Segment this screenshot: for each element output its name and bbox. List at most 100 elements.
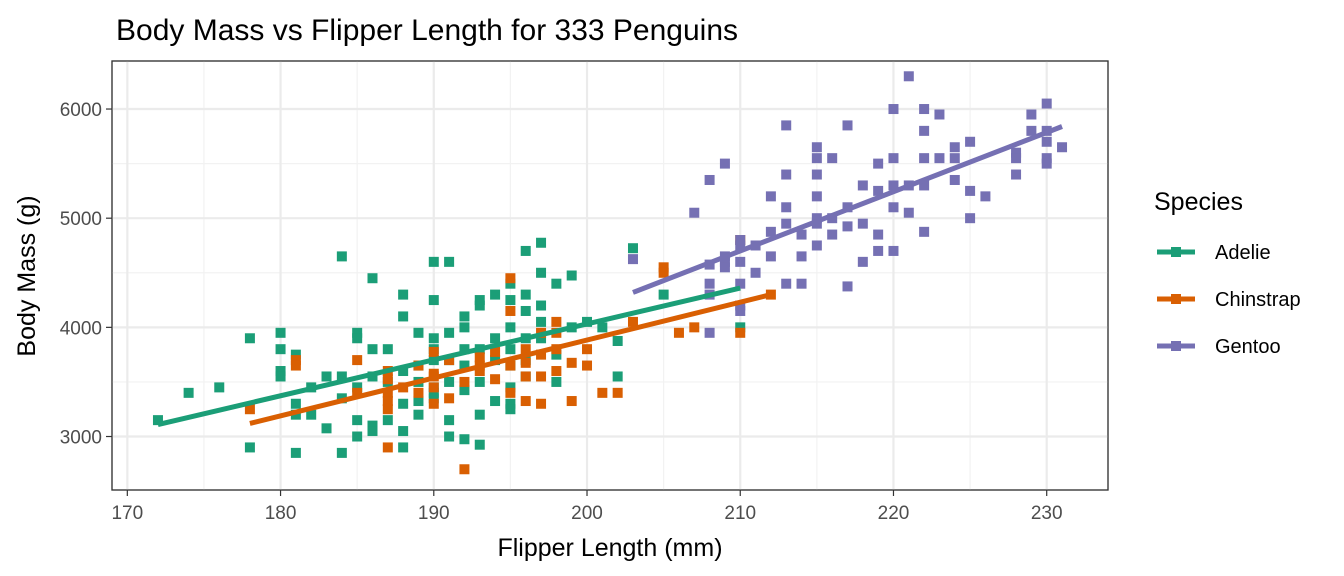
point-chinstrap xyxy=(520,357,531,368)
point-gentoo xyxy=(965,213,976,224)
point-adelie xyxy=(183,387,194,398)
y-tick-label: 5000 xyxy=(60,209,102,230)
point-adelie xyxy=(536,237,547,248)
point-chinstrap xyxy=(474,352,485,363)
point-gentoo xyxy=(1026,109,1037,120)
point-gentoo xyxy=(888,245,899,256)
point-chinstrap xyxy=(459,464,470,475)
point-adelie xyxy=(428,333,439,344)
point-adelie xyxy=(444,327,455,338)
point-gentoo xyxy=(796,229,807,240)
point-adelie xyxy=(474,295,485,306)
point-adelie xyxy=(551,376,562,387)
point-gentoo xyxy=(796,278,807,289)
point-gentoo xyxy=(888,202,899,213)
point-adelie xyxy=(444,431,455,442)
point-chinstrap xyxy=(244,404,255,415)
point-adelie xyxy=(290,398,301,409)
point-chinstrap xyxy=(290,360,301,371)
point-gentoo xyxy=(781,202,792,213)
y-tick-label: 6000 xyxy=(60,100,102,121)
point-gentoo xyxy=(1041,98,1052,109)
point-adelie xyxy=(413,396,424,407)
point-adelie xyxy=(275,344,286,355)
legend-item-chinstrap: Chinstrap xyxy=(1157,289,1301,311)
point-adelie xyxy=(597,322,608,333)
point-gentoo xyxy=(719,262,730,273)
point-gentoo xyxy=(811,153,822,164)
point-chinstrap xyxy=(382,442,393,453)
x-tick-label: 170 xyxy=(111,503,143,524)
point-adelie xyxy=(505,344,516,355)
point-chinstrap xyxy=(505,305,516,316)
point-chinstrap xyxy=(566,396,577,407)
point-adelie xyxy=(459,322,470,333)
point-gentoo xyxy=(903,207,914,218)
point-gentoo xyxy=(735,305,746,316)
point-chinstrap xyxy=(536,398,547,409)
point-gentoo xyxy=(949,142,960,153)
point-gentoo xyxy=(811,213,822,224)
point-chinstrap xyxy=(290,355,301,366)
point-chinstrap xyxy=(382,396,393,407)
point-adelie xyxy=(367,344,378,355)
point-gentoo xyxy=(965,136,976,147)
point-gentoo xyxy=(842,120,853,131)
point-adelie xyxy=(459,385,470,396)
point-gentoo xyxy=(980,191,991,202)
point-adelie xyxy=(352,333,363,344)
point-adelie xyxy=(428,393,439,404)
legend-label-gentoo: Gentoo xyxy=(1215,336,1281,358)
point-adelie xyxy=(505,398,516,409)
point-chinstrap xyxy=(505,387,516,398)
y-axis-title: Body Mass (g) xyxy=(13,195,41,356)
point-adelie xyxy=(474,376,485,387)
y-tick-label: 4000 xyxy=(60,318,102,339)
legend-key-marker-gentoo xyxy=(1171,341,1181,351)
point-adelie xyxy=(474,439,485,450)
point-adelie xyxy=(551,278,562,289)
point-gentoo xyxy=(842,221,853,232)
x-axis-title: Flipper Length (mm) xyxy=(497,534,722,562)
point-adelie xyxy=(490,355,501,366)
point-chinstrap xyxy=(612,387,623,398)
point-gentoo xyxy=(1011,169,1022,180)
x-tick-label: 230 xyxy=(1031,503,1063,524)
point-chinstrap xyxy=(428,346,439,357)
point-gentoo xyxy=(903,71,914,82)
point-gentoo xyxy=(919,125,930,136)
point-gentoo xyxy=(857,218,868,229)
point-gentoo xyxy=(811,169,822,180)
point-chinstrap xyxy=(520,371,531,382)
point-gentoo xyxy=(1041,158,1052,169)
point-adelie xyxy=(536,333,547,344)
point-gentoo xyxy=(965,185,976,196)
point-adelie xyxy=(505,278,516,289)
point-adelie xyxy=(398,289,409,300)
point-adelie xyxy=(459,360,470,371)
point-adelie xyxy=(382,344,393,355)
x-tick-label: 200 xyxy=(571,503,603,524)
point-adelie xyxy=(398,398,409,409)
x-tick-label: 210 xyxy=(724,503,756,524)
point-adelie xyxy=(398,366,409,377)
chart-title: Body Mass vs Flipper Length for 333 Peng… xyxy=(116,14,738,47)
point-chinstrap xyxy=(382,374,393,385)
point-gentoo xyxy=(1011,147,1022,158)
point-gentoo xyxy=(781,218,792,229)
point-adelie xyxy=(474,409,485,420)
point-adelie xyxy=(352,327,363,338)
legend-label-chinstrap: Chinstrap xyxy=(1215,289,1301,311)
point-adelie xyxy=(536,300,547,311)
point-adelie xyxy=(214,382,225,393)
trend-line-gentoo xyxy=(632,124,1063,295)
point-adelie xyxy=(352,415,363,426)
point-chinstrap xyxy=(505,273,516,284)
point-adelie xyxy=(152,415,163,426)
point-gentoo xyxy=(719,256,730,267)
point-chinstrap xyxy=(673,327,684,338)
point-adelie xyxy=(336,447,347,458)
point-gentoo xyxy=(689,207,700,218)
point-adelie xyxy=(336,251,347,262)
